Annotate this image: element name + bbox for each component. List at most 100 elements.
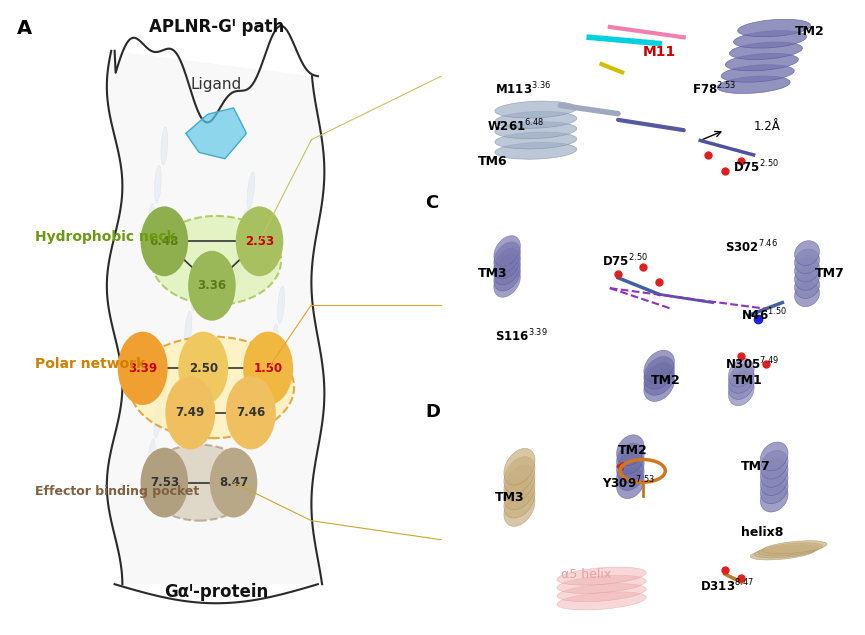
- Text: Ligand: Ligand: [190, 77, 242, 92]
- Ellipse shape: [234, 248, 242, 286]
- Text: 3.36: 3.36: [197, 279, 227, 292]
- Ellipse shape: [494, 254, 521, 285]
- Ellipse shape: [734, 30, 806, 48]
- Text: N46$^{1.50}$: N46$^{1.50}$: [741, 307, 787, 323]
- Ellipse shape: [760, 458, 788, 487]
- Text: D313$^{8.47}$: D313$^{8.47}$: [701, 578, 754, 595]
- Ellipse shape: [495, 111, 577, 128]
- Ellipse shape: [504, 490, 535, 526]
- Ellipse shape: [494, 236, 521, 266]
- Ellipse shape: [247, 171, 255, 210]
- Ellipse shape: [754, 545, 819, 558]
- Text: F78$^{2.53}$: F78$^{2.53}$: [692, 81, 736, 97]
- Ellipse shape: [795, 265, 819, 290]
- Text: 7.46: 7.46: [236, 406, 266, 419]
- Ellipse shape: [504, 481, 535, 518]
- Ellipse shape: [495, 122, 577, 138]
- Text: TM7: TM7: [816, 267, 845, 280]
- Text: A: A: [17, 19, 32, 38]
- Circle shape: [210, 448, 258, 518]
- Text: α5 helix: α5 helix: [561, 568, 611, 580]
- Text: D75$^{2.50}$: D75$^{2.50}$: [734, 159, 779, 176]
- Ellipse shape: [494, 248, 521, 279]
- Ellipse shape: [557, 567, 646, 585]
- Ellipse shape: [557, 575, 646, 593]
- Ellipse shape: [760, 475, 788, 504]
- Text: N305$^{7.49}$: N305$^{7.49}$: [725, 356, 779, 373]
- Circle shape: [189, 251, 235, 321]
- Text: TM2: TM2: [651, 375, 681, 387]
- Circle shape: [226, 376, 276, 450]
- Text: TM3: TM3: [478, 267, 508, 280]
- Ellipse shape: [795, 249, 819, 274]
- Ellipse shape: [494, 267, 521, 297]
- Ellipse shape: [617, 468, 644, 498]
- Ellipse shape: [191, 273, 198, 311]
- Ellipse shape: [147, 438, 156, 476]
- Ellipse shape: [617, 451, 644, 482]
- Ellipse shape: [504, 465, 535, 502]
- Text: TM6: TM6: [478, 155, 508, 168]
- Ellipse shape: [504, 448, 535, 485]
- Text: helix8: helix8: [741, 526, 784, 539]
- Ellipse shape: [795, 282, 819, 307]
- Text: Hydrophobic neck: Hydrophobic neck: [35, 231, 176, 244]
- Text: M113$^{3.36}$: M113$^{3.36}$: [495, 81, 551, 97]
- Ellipse shape: [271, 324, 279, 362]
- Ellipse shape: [738, 19, 811, 37]
- Text: S302$^{7.46}$: S302$^{7.46}$: [725, 239, 778, 255]
- Ellipse shape: [728, 364, 754, 393]
- Text: APLNR-Gᴵ path: APLNR-Gᴵ path: [149, 18, 284, 36]
- Ellipse shape: [728, 377, 754, 406]
- Text: TM1: TM1: [734, 375, 763, 387]
- Ellipse shape: [130, 337, 294, 438]
- Ellipse shape: [795, 241, 819, 265]
- Circle shape: [235, 206, 284, 276]
- Ellipse shape: [760, 450, 788, 479]
- Ellipse shape: [795, 274, 819, 298]
- Circle shape: [118, 331, 168, 405]
- Ellipse shape: [644, 369, 675, 401]
- Ellipse shape: [557, 592, 646, 610]
- Text: TM3: TM3: [495, 491, 524, 504]
- Text: 1.50: 1.50: [253, 362, 283, 375]
- Text: 2.50: 2.50: [189, 362, 218, 375]
- Ellipse shape: [278, 286, 285, 324]
- Ellipse shape: [729, 42, 803, 60]
- Ellipse shape: [178, 349, 185, 387]
- Ellipse shape: [161, 127, 168, 165]
- Ellipse shape: [495, 132, 577, 149]
- Ellipse shape: [494, 260, 521, 291]
- Circle shape: [178, 331, 228, 405]
- Ellipse shape: [154, 400, 162, 438]
- Ellipse shape: [504, 457, 535, 493]
- Ellipse shape: [644, 351, 675, 383]
- Ellipse shape: [495, 101, 577, 118]
- Text: 6.48: 6.48: [150, 235, 179, 248]
- Text: 8.47: 8.47: [219, 476, 248, 489]
- Ellipse shape: [151, 216, 281, 305]
- Ellipse shape: [184, 311, 192, 349]
- Text: S116$^{3.39}$: S116$^{3.39}$: [495, 327, 548, 344]
- Ellipse shape: [760, 467, 788, 495]
- Ellipse shape: [644, 363, 675, 395]
- Text: 7.49: 7.49: [176, 406, 205, 419]
- Ellipse shape: [762, 540, 827, 554]
- Text: 2.53: 2.53: [245, 235, 274, 248]
- Text: TM2: TM2: [795, 25, 824, 37]
- Text: 7.53: 7.53: [150, 476, 179, 489]
- Ellipse shape: [617, 460, 644, 490]
- Text: 1.2Å: 1.2Å: [753, 119, 780, 133]
- Ellipse shape: [145, 444, 253, 521]
- Text: Polar network: Polar network: [35, 358, 144, 371]
- Text: M11: M11: [643, 44, 676, 59]
- Ellipse shape: [155, 165, 161, 203]
- Ellipse shape: [617, 443, 644, 474]
- Text: D75$^{2.50}$: D75$^{2.50}$: [602, 253, 648, 270]
- Ellipse shape: [795, 257, 819, 282]
- Ellipse shape: [750, 547, 815, 560]
- Text: C: C: [425, 194, 439, 212]
- Polygon shape: [186, 108, 247, 159]
- Polygon shape: [107, 51, 324, 584]
- Ellipse shape: [557, 584, 646, 601]
